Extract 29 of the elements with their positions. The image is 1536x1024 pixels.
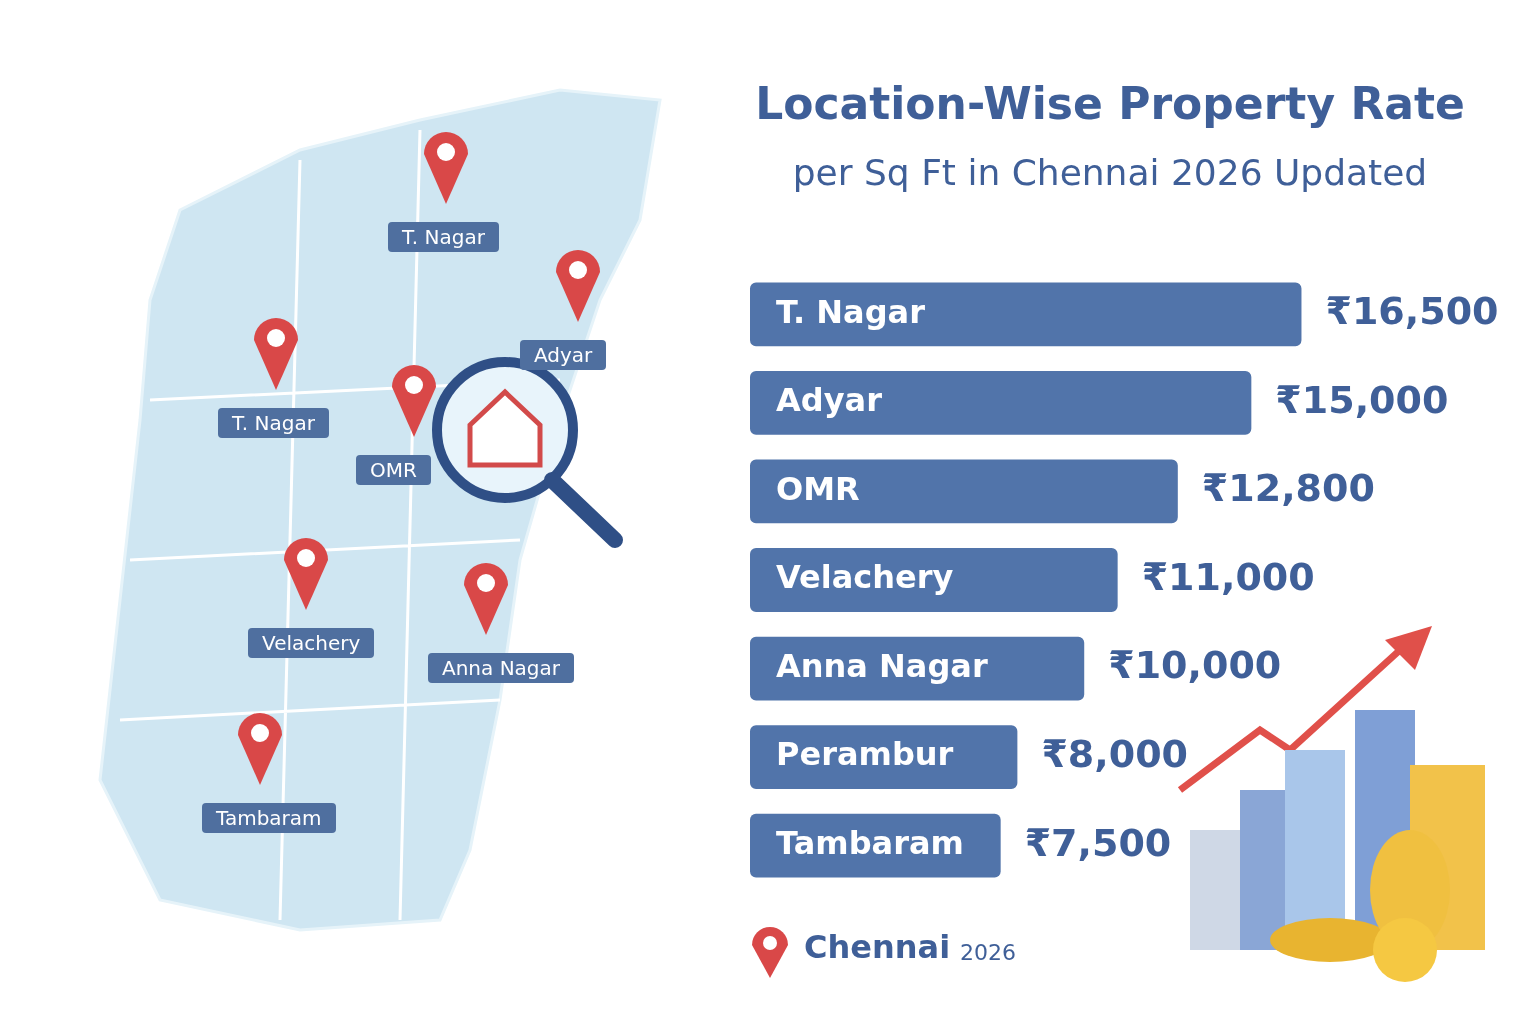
data-label: ₹8,000 — [1041, 732, 1189, 777]
y-tick-label: T. Nagar — [776, 292, 926, 331]
y-tick-label: OMR — [776, 469, 860, 508]
text: Chennai — [804, 928, 951, 966]
y-tick-label: Perambur — [776, 735, 954, 774]
data-label: ₹12,800 — [1201, 466, 1375, 511]
data-label: ₹7,500 — [1024, 820, 1172, 865]
bar — [750, 459, 1178, 524]
text: OMR — [356, 455, 431, 485]
y-tick-label: Adyar — [776, 381, 883, 420]
bar — [750, 282, 1302, 347]
text: T. Nagar — [388, 222, 499, 252]
y-tick-label: Anna Nagar — [776, 646, 988, 685]
text: Velachery — [248, 628, 375, 658]
data-label: ₹10,000 — [1108, 643, 1282, 688]
y-tick-label: Tambaram — [776, 824, 964, 863]
text: 2026 — [960, 940, 1016, 965]
chart-subtitle: per Sq Ft in Chennai 2026 Updated — [791, 152, 1429, 193]
bar — [750, 370, 1252, 435]
y-tick-label: Velachery — [776, 558, 954, 597]
text: Adyar — [520, 340, 607, 370]
data-label: ₹11,000 — [1141, 554, 1315, 599]
data-label: ₹15,000 — [1275, 377, 1449, 422]
text: T. Nagar — [218, 408, 329, 438]
text: Tambaram — [202, 803, 336, 833]
text: Anna Nagar — [428, 653, 575, 683]
bar — [750, 548, 1118, 612]
data-label: ₹16,500 — [1325, 289, 1499, 334]
chart-title: Location-Wise Property Rate — [754, 78, 1466, 129]
